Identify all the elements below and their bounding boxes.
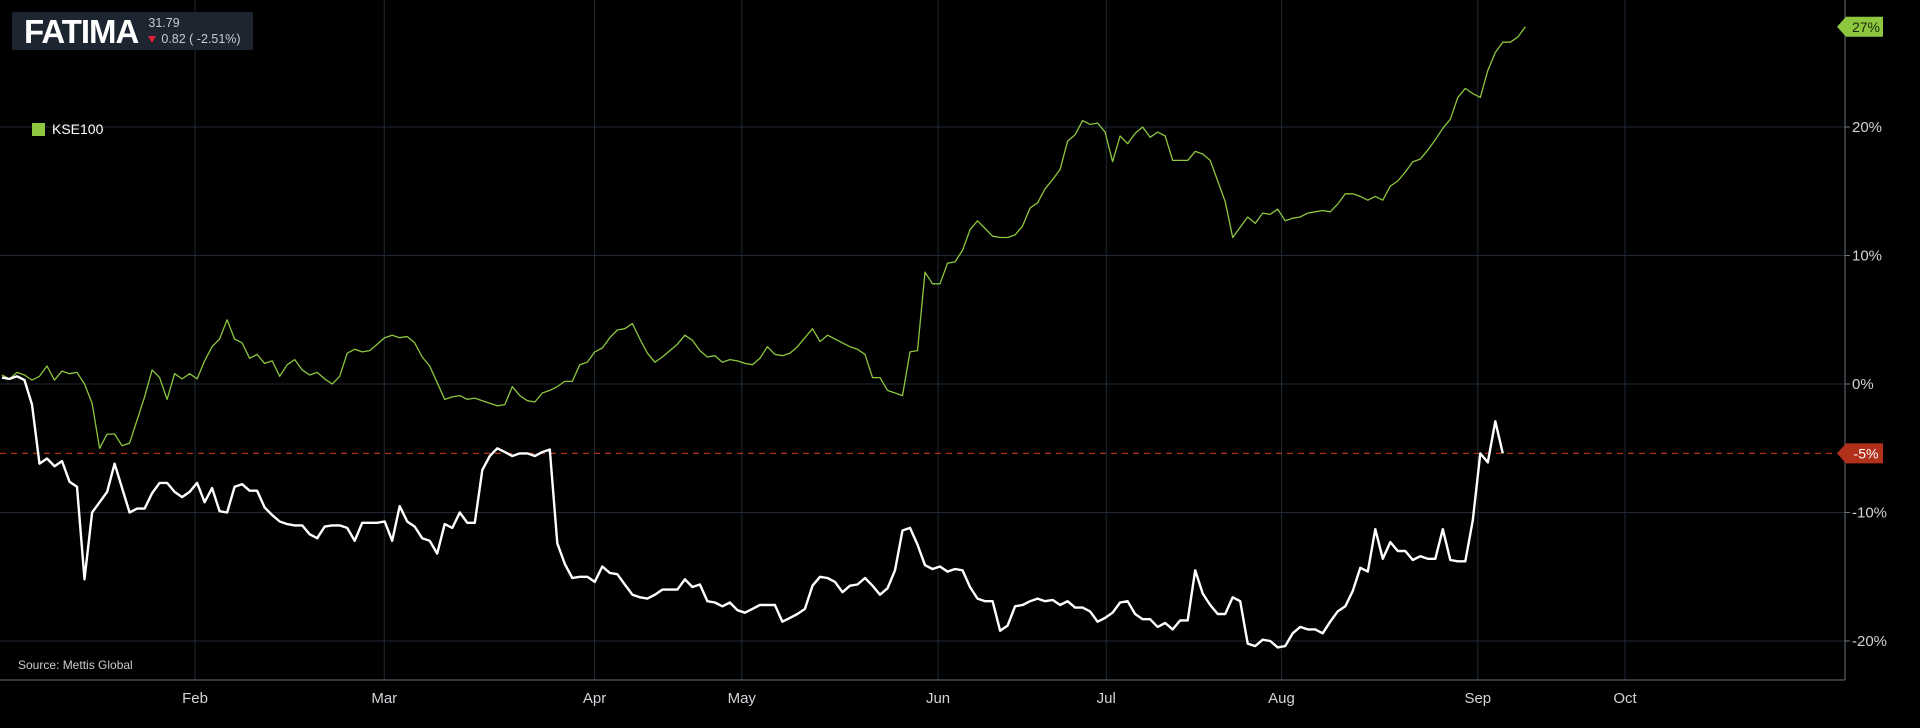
- x-tick-label: Jun: [926, 690, 950, 707]
- chart-axes: [0, 0, 1846, 681]
- ticker-change: 0.82 ( -2.51%): [148, 31, 241, 47]
- series-line-fatima: [1, 375, 1504, 649]
- ticker-change-value: 0.82 ( -2.51%): [161, 32, 241, 46]
- end-value-badges: 27% -5%: [1837, 16, 1883, 464]
- ticker-quote: 31.79 0.82 ( -2.51%): [148, 15, 241, 47]
- down-arrow-icon: [148, 35, 157, 43]
- y-tick-label: -10%: [1852, 505, 1887, 522]
- x-axis-tick-labels: Feb Mar Apr May Jun Jul Aug Sep Oct: [182, 690, 1637, 707]
- legend-label-kse100: KSE100: [52, 121, 104, 137]
- ticker-price: 31.79: [148, 16, 180, 30]
- x-tick-label: Mar: [371, 690, 397, 707]
- y-axis-tick-labels: 20% 10% 0% -10% -20%: [1845, 119, 1887, 650]
- x-tick-label: May: [728, 690, 757, 707]
- end-label-fatima: -5%: [1854, 445, 1879, 461]
- end-badge-kse100: [1837, 16, 1883, 37]
- series-line-kse100: [1, 26, 1526, 449]
- y-tick-label: -20%: [1852, 633, 1887, 650]
- end-label-kse100: 27%: [1852, 19, 1880, 35]
- ticker-summary: FATIMA 31.79 0.82 ( -2.51%): [12, 12, 253, 50]
- y-tick-label: 10%: [1852, 248, 1882, 265]
- chart-legend[interactable]: KSE100: [32, 121, 103, 137]
- ticker-symbol: FATIMA: [24, 12, 139, 50]
- chart-series: [1, 26, 1526, 649]
- y-tick-label: 0%: [1852, 376, 1874, 393]
- y-tick-label: 20%: [1852, 119, 1882, 136]
- x-tick-label: Oct: [1613, 690, 1637, 707]
- x-tick-label: Jul: [1097, 690, 1116, 707]
- x-tick-label: Aug: [1268, 690, 1295, 707]
- end-badge-fatima: [1837, 443, 1883, 464]
- x-tick-label: Feb: [182, 690, 208, 707]
- source-note: Source: Mettis Global: [18, 658, 133, 672]
- x-tick-label: Sep: [1464, 690, 1491, 707]
- legend-swatch-kse100: [32, 122, 45, 136]
- x-tick-label: Apr: [583, 690, 606, 707]
